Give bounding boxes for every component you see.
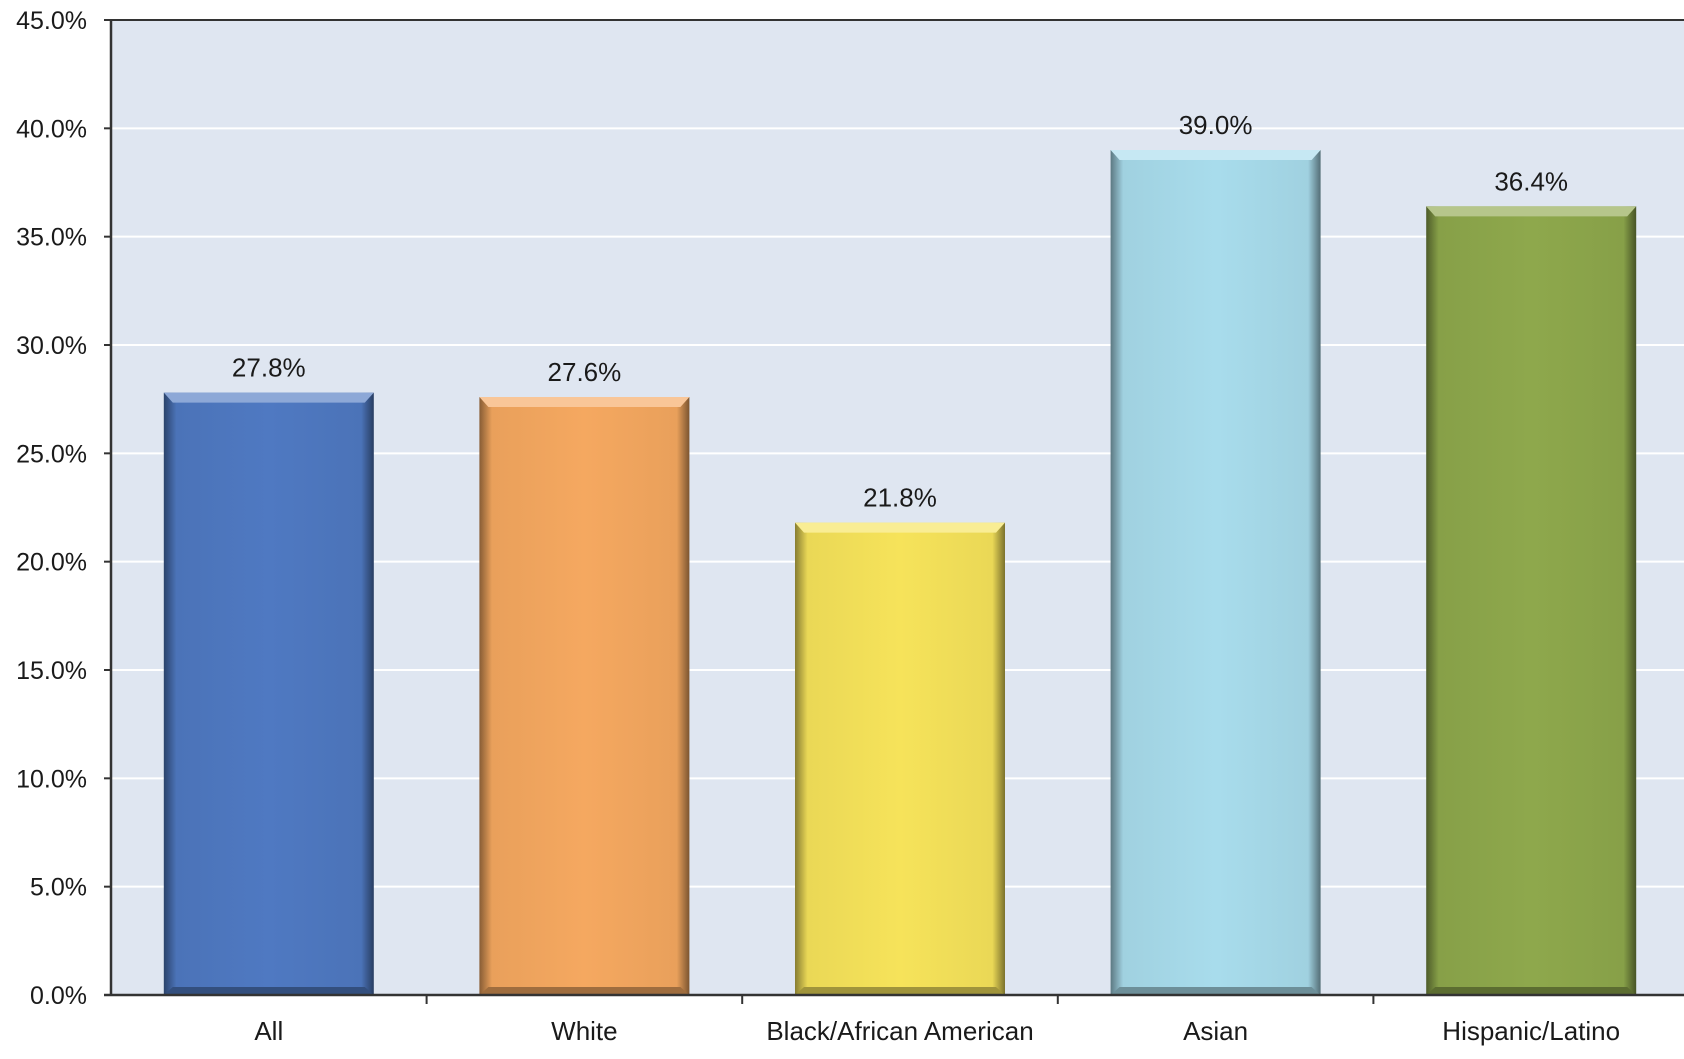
y-tick-label: 5.0% — [30, 874, 87, 902]
axes — [104, 19, 1684, 1004]
bar-body — [163, 392, 374, 996]
bar-bevel-bottom — [795, 987, 1005, 995]
bar-body — [795, 522, 1005, 995]
bar — [1426, 206, 1637, 996]
data-label: 21.8% — [863, 483, 937, 513]
bar — [795, 522, 1005, 995]
bar — [1110, 150, 1321, 995]
y-tick-label: 30.0% — [16, 332, 87, 360]
y-tick-label: 0.0% — [30, 982, 87, 1010]
bar-bevel-bottom — [1110, 987, 1321, 995]
y-tick-label: 10.0% — [16, 765, 87, 793]
category-label: Asian — [1183, 1016, 1248, 1046]
y-tick-label: 15.0% — [16, 657, 87, 685]
bar-bevel-bottom — [163, 987, 374, 995]
y-tick-label: 20.0% — [16, 549, 87, 577]
category-label: Black/African American — [766, 1016, 1033, 1046]
bar-bevel-bottom — [479, 987, 690, 995]
bar-bevel-top — [1110, 150, 1321, 160]
y-tick-label: 40.0% — [16, 115, 87, 143]
category-label: Hispanic/Latino — [1442, 1016, 1620, 1046]
bar-body — [1426, 206, 1637, 996]
bar-bevel-top — [479, 397, 690, 407]
bar-body — [1110, 150, 1321, 995]
bar — [163, 392, 374, 996]
data-label: 39.0% — [1179, 110, 1253, 140]
y-tick-label: 45.0% — [16, 7, 87, 35]
bar-body — [479, 397, 690, 995]
bars — [163, 150, 1637, 996]
data-label: 36.4% — [1494, 166, 1568, 196]
category-label: White — [551, 1016, 617, 1046]
bar-bevel-top — [163, 392, 374, 403]
bar-bevel-top — [795, 522, 1005, 533]
bar-bevel-bottom — [1426, 987, 1637, 995]
data-label: 27.8% — [232, 353, 306, 383]
y-tick-label: 35.0% — [16, 224, 87, 252]
y-tick-label: 25.0% — [16, 440, 87, 468]
category-label: All — [254, 1016, 283, 1046]
bar — [479, 397, 690, 995]
data-label: 27.6% — [548, 357, 622, 387]
bar-bevel-top — [1426, 206, 1637, 217]
labels: 0.0% 5.0% 10.0% 15.0% 20.0% 25.0% 30.0% 35.0% 40… — [16, 7, 1620, 1046]
